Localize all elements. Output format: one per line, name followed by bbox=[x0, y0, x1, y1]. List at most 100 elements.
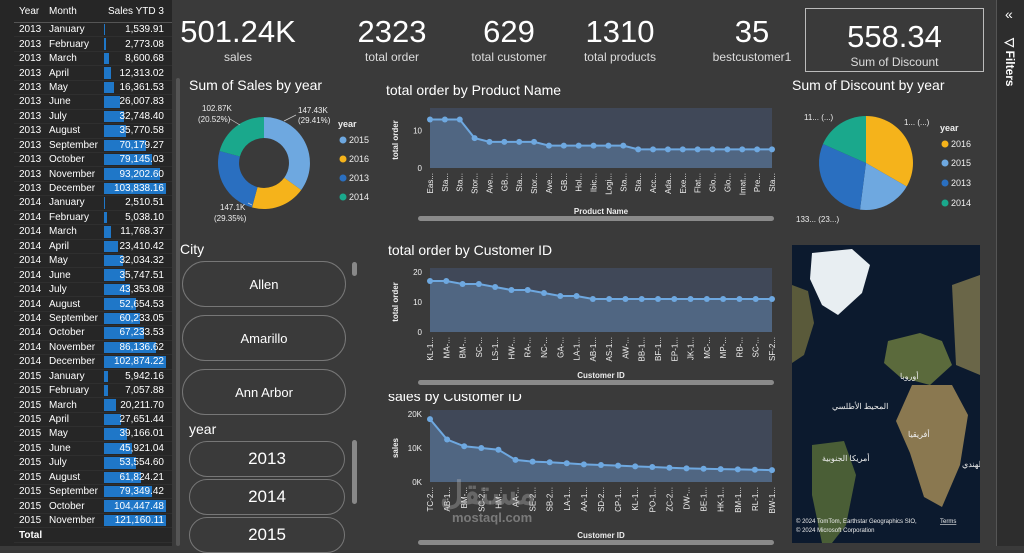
data-point[interactable] bbox=[508, 287, 515, 293]
pie-slice-2015[interactable] bbox=[860, 163, 907, 210]
data-point[interactable] bbox=[679, 146, 686, 153]
product-area-chart[interactable]: 10 0 total order Eas... Sta... Sta... Stor... A… bbox=[382, 100, 786, 228]
year-scrollbar[interactable] bbox=[352, 440, 357, 504]
data-point[interactable] bbox=[638, 296, 645, 302]
data-point[interactable] bbox=[769, 467, 775, 474]
data-point[interactable] bbox=[531, 138, 538, 145]
data-point[interactable] bbox=[580, 461, 587, 468]
data-point[interactable] bbox=[769, 296, 775, 302]
data-point[interactable] bbox=[700, 465, 707, 472]
city-scrollbar[interactable] bbox=[352, 262, 357, 276]
legend-2015[interactable]: 2015 bbox=[349, 135, 369, 145]
data-point[interactable] bbox=[573, 293, 580, 299]
data-point[interactable] bbox=[475, 281, 482, 287]
data-point[interactable] bbox=[622, 296, 629, 302]
pie-legend-2013[interactable]: 2013 bbox=[951, 178, 971, 188]
data-point[interactable] bbox=[501, 138, 508, 145]
city-item-amarillo[interactable]: Amarillo bbox=[182, 315, 346, 361]
data-point[interactable] bbox=[739, 146, 746, 153]
data-point[interactable] bbox=[650, 146, 657, 153]
data-point[interactable] bbox=[752, 296, 759, 302]
data-point[interactable] bbox=[683, 465, 690, 472]
data-point[interactable] bbox=[655, 296, 661, 302]
data-point[interactable] bbox=[427, 278, 433, 284]
data-point[interactable] bbox=[575, 142, 582, 149]
data-point[interactable] bbox=[635, 146, 642, 153]
data-point[interactable] bbox=[717, 466, 724, 473]
pie-legend-2016[interactable]: 2016 bbox=[951, 139, 971, 149]
chart-scrollbar[interactable] bbox=[418, 216, 774, 221]
pie-legend-2015[interactable]: 2015 bbox=[951, 158, 971, 168]
data-point[interactable] bbox=[703, 296, 710, 302]
data-point[interactable] bbox=[557, 293, 564, 299]
data-point[interactable] bbox=[709, 146, 716, 153]
donut-slice-2016[interactable] bbox=[252, 177, 302, 209]
data-point[interactable] bbox=[664, 146, 671, 153]
city-item-ann-arbor[interactable]: Ann Arbor bbox=[182, 369, 346, 415]
data-point[interactable] bbox=[620, 142, 627, 149]
data-point[interactable] bbox=[649, 464, 656, 471]
donut-slice-2015[interactable] bbox=[264, 117, 310, 190]
donut-chart[interactable]: 147.43K (29.41%) 102.87K (20.52%) 147.1K… bbox=[180, 95, 380, 235]
data-point[interactable] bbox=[486, 138, 493, 145]
data-point[interactable] bbox=[461, 443, 468, 450]
pie-slice-2013[interactable] bbox=[818, 144, 866, 210]
data-point[interactable] bbox=[589, 296, 596, 302]
year-item-2013[interactable]: 2013 bbox=[189, 441, 345, 477]
data-point[interactable] bbox=[605, 142, 612, 149]
data-point[interactable] bbox=[546, 459, 553, 466]
data-point[interactable] bbox=[632, 463, 639, 470]
chart-scrollbar[interactable] bbox=[418, 380, 774, 385]
customer-order-area-chart[interactable]: 20 10 0 total order KL-1... MA-... BM-... SC-..… bbox=[382, 260, 786, 392]
collapse-icon[interactable]: « bbox=[1005, 6, 1013, 22]
data-point[interactable] bbox=[590, 142, 597, 149]
data-point[interactable] bbox=[495, 446, 502, 453]
data-point[interactable] bbox=[545, 142, 552, 149]
data-point[interactable] bbox=[598, 462, 604, 468]
data-point[interactable] bbox=[694, 146, 701, 153]
data-point[interactable] bbox=[724, 146, 731, 153]
data-point[interactable] bbox=[478, 445, 485, 451]
header-month[interactable]: Month bbox=[49, 5, 77, 17]
pie-legend-2014[interactable]: 2014 bbox=[951, 198, 971, 208]
data-point[interactable] bbox=[666, 464, 673, 471]
data-point[interactable] bbox=[560, 142, 567, 149]
map-terms-link[interactable]: Terms bbox=[940, 519, 956, 525]
data-point[interactable] bbox=[456, 116, 463, 123]
filters-pane[interactable]: « ▽ Filters bbox=[996, 0, 1024, 546]
data-point[interactable] bbox=[471, 135, 478, 142]
header-year[interactable]: Year bbox=[19, 5, 40, 17]
left-panel-scrollbar[interactable] bbox=[176, 78, 180, 546]
donut-slice-2013[interactable] bbox=[218, 151, 258, 208]
city-item-allen[interactable]: Allen bbox=[182, 261, 346, 307]
data-point[interactable] bbox=[524, 287, 531, 293]
filters-label[interactable]: ▽ Filters bbox=[1003, 38, 1017, 87]
legend-2013[interactable]: 2013 bbox=[349, 173, 369, 183]
data-point[interactable] bbox=[751, 466, 758, 473]
legend-2014[interactable]: 2014 bbox=[349, 192, 369, 202]
data-point[interactable] bbox=[492, 284, 499, 290]
data-point[interactable] bbox=[541, 290, 547, 296]
data-point[interactable] bbox=[529, 458, 536, 465]
data-point[interactable] bbox=[563, 460, 570, 467]
year-item-2015[interactable]: 2015 bbox=[189, 517, 345, 553]
data-point[interactable] bbox=[671, 296, 678, 302]
world-map[interactable]: أوروبا المحيط الأطلسي أفريقيا أمريكا الج… bbox=[792, 245, 980, 543]
data-point[interactable] bbox=[512, 456, 519, 463]
data-point[interactable] bbox=[427, 416, 433, 423]
data-point[interactable] bbox=[516, 138, 523, 145]
data-point[interactable] bbox=[441, 116, 448, 123]
data-point[interactable] bbox=[734, 466, 741, 473]
data-point[interactable] bbox=[736, 296, 743, 302]
data-point[interactable] bbox=[459, 281, 466, 287]
data-point[interactable] bbox=[720, 296, 727, 302]
data-point[interactable] bbox=[687, 296, 694, 302]
data-point[interactable] bbox=[443, 278, 450, 284]
pie-slice-2014[interactable] bbox=[823, 116, 866, 163]
data-point[interactable] bbox=[769, 146, 775, 153]
data-point[interactable] bbox=[754, 146, 761, 153]
customer-sales-area-chart[interactable]: 20K 10K 0K sales TC-2... AB-1... BM-... SC-2...… bbox=[382, 402, 786, 546]
data-point[interactable] bbox=[615, 462, 622, 469]
data-point[interactable] bbox=[606, 296, 613, 302]
data-point[interactable] bbox=[444, 436, 451, 443]
